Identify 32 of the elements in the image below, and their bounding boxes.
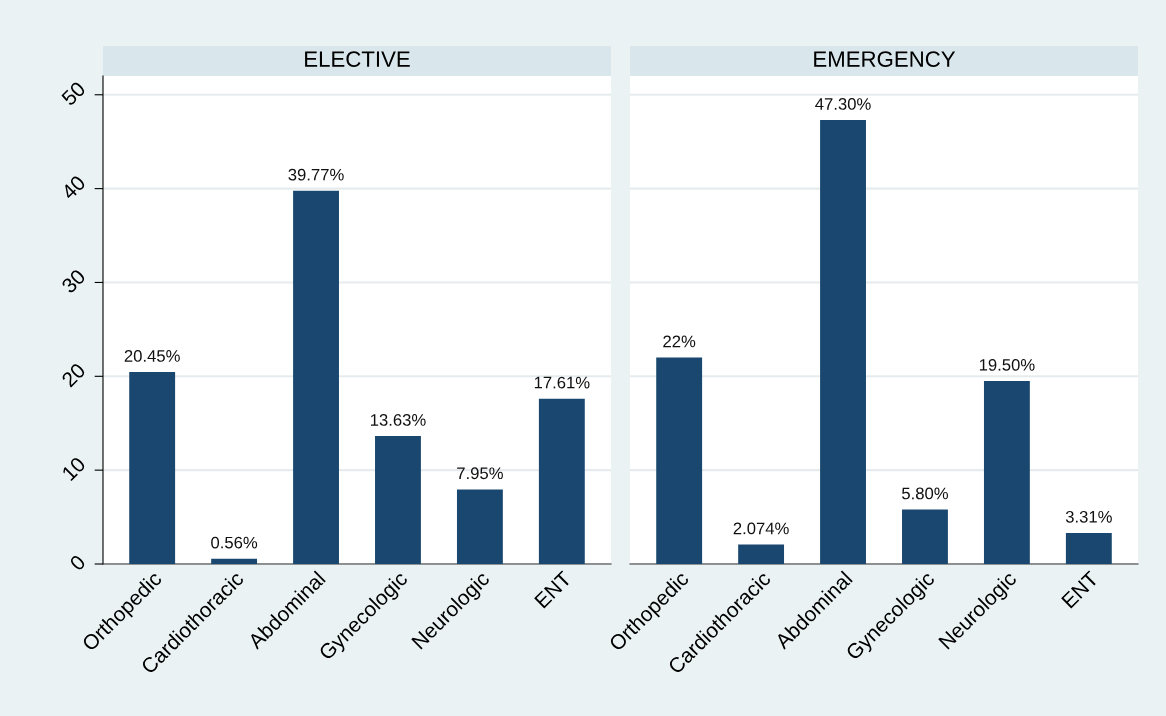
bar	[293, 190, 339, 564]
y-tick-label: 50	[60, 80, 87, 107]
data-label: 13.63%	[370, 414, 426, 426]
y-tick-label: 0	[68, 554, 87, 572]
data-label: 39.77%	[288, 168, 344, 181]
data-label: 20.45%	[124, 350, 180, 362]
data-label: 17.61%	[534, 376, 590, 389]
bar	[983, 381, 1030, 564]
bar	[129, 372, 176, 564]
data-label: 2.074%	[733, 522, 789, 535]
y-tick-label: 40	[60, 174, 87, 201]
data-label: 22%	[663, 335, 696, 348]
data-label: 5.80%	[902, 487, 948, 500]
bar	[1065, 532, 1112, 564]
bar	[820, 120, 866, 564]
y-tick-label: 20	[60, 362, 87, 388]
y-tick-label: 10	[61, 456, 87, 482]
data-label: 0.56%	[211, 536, 258, 549]
data-label: 3.31%	[1065, 510, 1112, 523]
data-label: 7.95%	[457, 467, 503, 480]
bar	[538, 398, 585, 564]
bar	[656, 357, 703, 564]
chart-title: ELECTIVE	[305, 51, 410, 67]
bar	[375, 436, 421, 564]
chart-title: EMERGENCY	[814, 51, 956, 67]
bar	[902, 509, 948, 564]
bar	[456, 489, 503, 564]
data-label: 47.30%	[815, 98, 871, 110]
y-tick-label: 30	[60, 268, 87, 295]
bar	[211, 558, 258, 564]
data-label: 19.50%	[979, 358, 1035, 371]
bar	[738, 544, 785, 564]
